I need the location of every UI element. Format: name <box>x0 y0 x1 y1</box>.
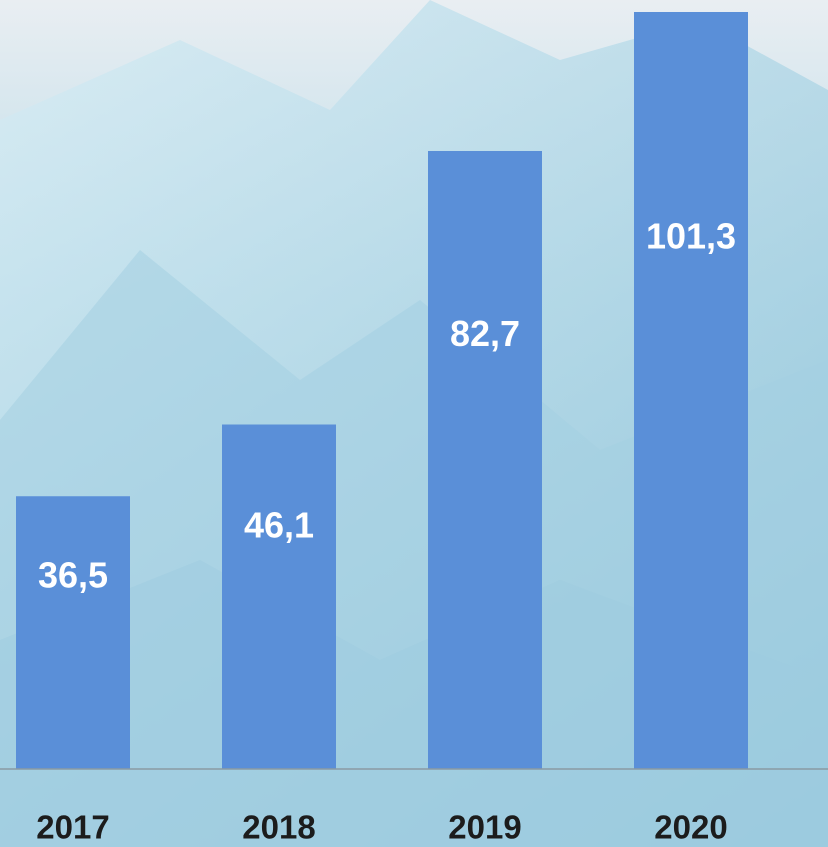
bar <box>428 151 542 769</box>
x-tick-label: 2018 <box>242 809 315 846</box>
bar <box>16 496 130 769</box>
data-label: 36,5 <box>38 555 108 596</box>
data-label: 82,7 <box>450 313 520 354</box>
bar <box>222 425 336 769</box>
x-tick-label: 2020 <box>654 809 727 846</box>
data-label: 46,1 <box>244 504 314 545</box>
x-tick-label: 2017 <box>36 809 109 846</box>
x-tick-label: 2019 <box>448 809 521 846</box>
chart: 36,5 2017 46,1 2018 82,7 2019 101,3 2020 <box>0 0 828 847</box>
data-label: 101,3 <box>646 216 736 257</box>
bar <box>634 12 748 769</box>
